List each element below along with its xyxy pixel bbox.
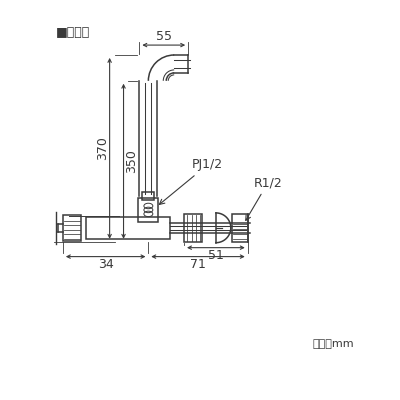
Text: 55: 55: [156, 30, 172, 43]
Text: 71: 71: [190, 258, 206, 271]
Bar: [86, 217, 170, 239]
Text: ■寸法図: ■寸法図: [56, 26, 90, 39]
Text: 350: 350: [125, 149, 138, 173]
Text: 単位：mm: 単位：mm: [312, 339, 354, 349]
Bar: [138, 198, 158, 222]
Text: 34: 34: [98, 258, 114, 271]
Bar: [142, 192, 154, 200]
Bar: [63, 215, 81, 241]
Text: R1/2: R1/2: [246, 176, 282, 220]
Text: PJ1/2: PJ1/2: [160, 158, 223, 204]
Bar: [184, 214, 202, 242]
Text: 370: 370: [96, 136, 109, 160]
Text: 51: 51: [208, 249, 224, 262]
Bar: [232, 214, 248, 242]
